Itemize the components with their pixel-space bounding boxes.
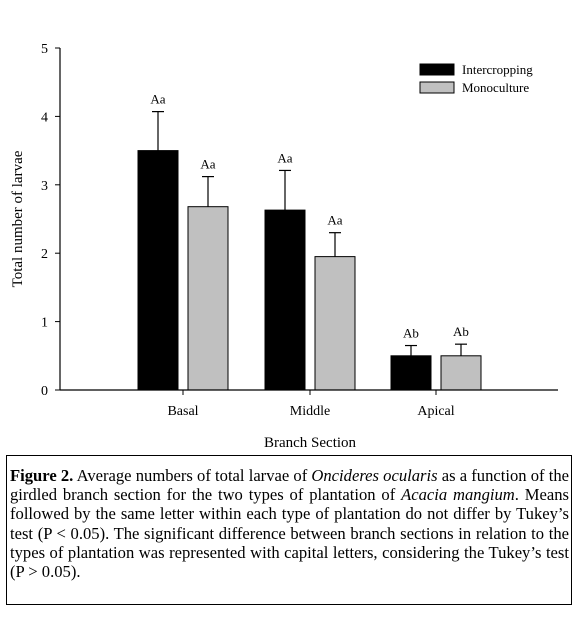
caption-text-3: . Means followed by the same letter with…: [10, 485, 570, 582]
x-tick-label: Apical: [417, 404, 454, 419]
data-label: Aa: [200, 157, 215, 172]
legend-label: Monoculture: [462, 80, 529, 95]
y-tick-label: 3: [41, 179, 48, 194]
y-axis-label: Total number of larvae: [10, 150, 26, 287]
data-label: Aa: [277, 150, 292, 165]
bar: [314, 256, 356, 391]
y-tick-label: 5: [41, 42, 48, 57]
figure-caption: Figure 2. Average numbers of total larva…: [6, 455, 572, 605]
x-tick-label: Basal: [167, 404, 198, 419]
x-axis-label: Branch Section: [264, 435, 357, 450]
caption-text-1: Average numbers of total larvae of: [73, 466, 312, 485]
bar: [264, 209, 306, 391]
data-label: Ab: [403, 326, 419, 341]
bars: Aa Aa Ab Aa Aa Ab: [137, 92, 482, 391]
bar: [137, 150, 179, 391]
bar: [390, 355, 432, 391]
y-axis: 0 1 2 3 4 5: [41, 42, 61, 399]
legend-label: Intercropping: [462, 62, 533, 77]
data-label: Aa: [327, 213, 342, 228]
bar-chart: 0 1 2 3 4 5 Aa Aa Ab Aa Aa Ab Basal Middle Apical To…: [10, 42, 558, 450]
y-tick-label: 4: [41, 110, 48, 125]
data-label: Ab: [453, 324, 469, 339]
x-tick-label: Middle: [290, 404, 330, 419]
caption-text-2: as a function of the girdled branch sect…: [10, 466, 570, 505]
bar: [440, 355, 482, 391]
caption-plant: Acacia mangium: [401, 485, 515, 505]
legend: Intercropping Monoculture: [419, 62, 533, 95]
x-axis: Basal Middle Apical: [60, 389, 558, 419]
bar: [187, 206, 229, 391]
legend-swatch: [419, 63, 455, 76]
legend-swatch: [419, 81, 455, 94]
y-tick-label: 2: [41, 247, 48, 262]
y-tick-label: 1: [41, 316, 48, 331]
data-label: Aa: [150, 92, 165, 107]
figure-label: Figure 2.: [10, 466, 74, 485]
y-tick-label: 0: [41, 384, 48, 399]
caption-species: Oncideres ocularis: [311, 466, 438, 485]
